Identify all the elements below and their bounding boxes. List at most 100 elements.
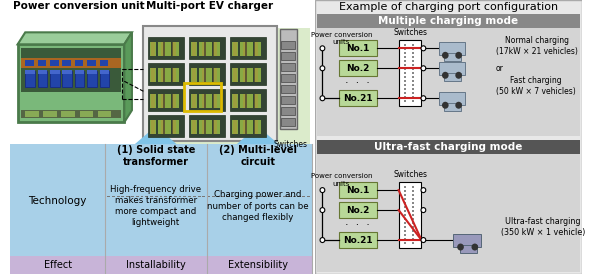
Bar (199, 120, 205, 134)
Bar (281, 74, 295, 82)
Bar (244, 120, 247, 134)
Bar (412, 72, 414, 74)
Bar (193, 196, 196, 197)
Bar (445, 53, 461, 61)
Circle shape (320, 46, 325, 51)
Bar (213, 68, 217, 82)
Bar (217, 196, 220, 197)
Bar (412, 242, 414, 244)
Bar (191, 68, 197, 82)
Bar (404, 206, 406, 208)
Bar (233, 120, 237, 134)
Bar (25, 70, 35, 74)
Bar (439, 62, 465, 75)
Circle shape (320, 208, 325, 213)
Bar (250, 196, 253, 197)
Bar (244, 68, 247, 82)
Bar (254, 94, 257, 108)
Bar (269, 196, 272, 197)
Bar (404, 56, 406, 58)
Bar (165, 68, 171, 82)
Bar (75, 71, 85, 87)
Bar (62, 70, 72, 74)
Bar (151, 68, 155, 82)
Bar (173, 94, 179, 108)
Bar (206, 68, 212, 82)
Bar (239, 94, 245, 108)
Bar (214, 120, 220, 134)
Bar (255, 120, 260, 134)
Bar (75, 60, 83, 66)
Bar (207, 196, 210, 197)
Circle shape (320, 66, 325, 71)
Bar (338, 90, 377, 106)
Bar (192, 42, 196, 56)
Bar (38, 71, 47, 87)
Text: Fast charging
(50 kW × 7 vehicles): Fast charging (50 kW × 7 vehicles) (496, 76, 575, 96)
Bar (10, 256, 313, 274)
Bar (404, 186, 406, 188)
Bar (100, 70, 109, 74)
Bar (173, 68, 179, 82)
Bar (412, 84, 414, 86)
Bar (43, 111, 56, 117)
Bar (197, 196, 200, 197)
Circle shape (421, 238, 426, 242)
Bar (202, 94, 206, 108)
Bar (233, 94, 237, 108)
Bar (239, 120, 245, 134)
Circle shape (421, 208, 426, 213)
Bar (317, 140, 580, 154)
Bar (100, 60, 108, 66)
Bar (412, 190, 414, 192)
Bar (22, 58, 121, 68)
Circle shape (472, 244, 478, 250)
Bar (453, 234, 481, 247)
Bar (404, 198, 406, 200)
Bar (412, 96, 414, 98)
Bar (404, 72, 406, 74)
Bar (338, 232, 377, 248)
Bar (404, 100, 406, 102)
Bar (148, 63, 184, 85)
Polygon shape (17, 32, 132, 44)
Bar (179, 196, 181, 197)
Bar (244, 42, 247, 56)
Bar (62, 71, 72, 87)
Bar (161, 42, 165, 56)
Bar (404, 44, 406, 46)
Bar (247, 68, 253, 82)
Bar (293, 196, 296, 197)
Text: Ultra-fast charging mode: Ultra-fast charging mode (374, 142, 523, 152)
Circle shape (442, 52, 449, 59)
Bar (412, 44, 414, 46)
Text: Example of charging port configuration: Example of charging port configuration (338, 2, 558, 12)
Bar (317, 14, 580, 28)
Bar (150, 94, 156, 108)
Bar (281, 118, 295, 126)
Bar (50, 71, 59, 87)
Bar (398, 182, 421, 248)
Text: Power conversion unit: Power conversion unit (13, 1, 145, 12)
Bar (87, 70, 97, 74)
Bar (412, 206, 414, 208)
Bar (214, 68, 220, 82)
Bar (412, 226, 414, 228)
Bar (107, 196, 110, 197)
Bar (131, 196, 134, 197)
Bar (412, 186, 414, 188)
Bar (404, 238, 406, 240)
Bar (404, 202, 406, 204)
Bar (158, 28, 310, 146)
Bar (398, 40, 421, 106)
Bar (245, 196, 248, 197)
Bar (221, 196, 224, 197)
Text: Switches: Switches (274, 140, 308, 149)
Text: (2) Multi-level
circuit: (2) Multi-level circuit (218, 145, 296, 167)
Bar (151, 42, 155, 56)
Circle shape (421, 96, 426, 101)
Bar (192, 120, 196, 134)
Bar (214, 42, 220, 56)
Text: or: or (496, 64, 503, 73)
Text: ·  ·  ·: · · · (345, 78, 370, 88)
